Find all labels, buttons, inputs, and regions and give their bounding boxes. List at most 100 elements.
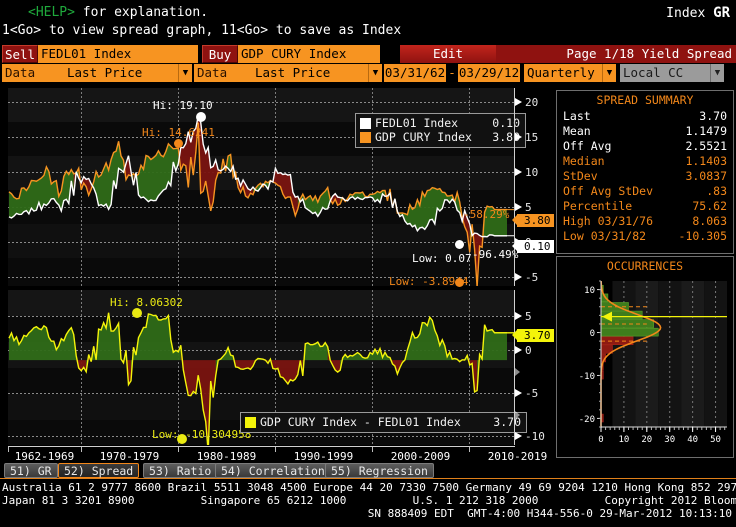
spread-summary-row: Median 1.1403	[557, 154, 733, 169]
xtick-2000-2009: 2000-2009	[390, 450, 451, 463]
header-help-line: <HELP> for explanation.	[28, 5, 208, 20]
sell-label: Sell	[2, 45, 38, 63]
header-function-label: Index	[666, 6, 706, 21]
value-tag-spread: 3.70	[512, 329, 554, 342]
spread-summary-value: 1.1479	[685, 124, 727, 138]
edit-button[interactable]: Edit	[400, 45, 496, 63]
upper-ytick-15: 15	[525, 131, 539, 144]
annotation-pct-orange: -58.29%	[463, 208, 510, 221]
tab-54-correlation[interactable]: 54) Correlation	[215, 463, 331, 478]
spread-summary-value: 75.62	[692, 199, 727, 213]
help-text: for explanation.	[74, 5, 209, 20]
spread-summary-row: Mean 1.1479	[557, 124, 733, 139]
upper-chart-y-axis	[514, 88, 515, 286]
header-function-mnemonic: GR	[713, 5, 730, 21]
spread-summary-title: SPREAD SUMMARY	[596, 93, 694, 107]
data-label-1: Data	[2, 64, 64, 82]
page-indicator: Page 1/18	[566, 46, 635, 61]
spread-summary-value: 8.063	[692, 214, 727, 228]
tab-55-regression[interactable]: 55) Regression	[325, 463, 434, 478]
spread-summary-value: 2.5521	[685, 139, 727, 153]
header-instruction-line: 1<Go> to view spread graph, 11<Go> to sa…	[2, 23, 402, 38]
chevron-down-icon-3[interactable]: ▼	[602, 64, 616, 82]
annotation-high-white: Hi: 19.10	[153, 99, 213, 112]
legend-label-gdpcury: GDP CURY Index	[375, 130, 472, 144]
svg-text:-10: -10	[579, 372, 595, 382]
spread-summary-row: StDev 3.0837	[557, 169, 733, 184]
spread-summary-row: High 03/31/76 8.063	[557, 214, 733, 229]
spread-summary-value: -10.305	[678, 229, 727, 243]
legend-value-gdpcury: 3.80	[492, 130, 520, 144]
spread-summary-value: 1.1403	[685, 154, 727, 168]
page-mode-bar: Page 1/18 Yield Spread	[496, 45, 736, 63]
periodicity-field[interactable]: Quarterly	[524, 64, 602, 82]
annotation-low-white: Low: 0.07	[412, 252, 472, 265]
marker-low-yellow	[177, 434, 187, 444]
tab-53-ratio[interactable]: 53) Ratio	[143, 463, 218, 478]
buy-label: Buy	[202, 45, 238, 63]
marker-high-white	[196, 112, 206, 122]
xtick-1962-1969: 1962-1969	[14, 450, 75, 463]
date-from-input[interactable]: 03/31/62	[384, 64, 446, 82]
legend-swatch-yellow-icon	[245, 416, 256, 428]
spread-summary-label: StDev	[563, 169, 598, 183]
xtick-1980-1989: 1980-1989	[196, 450, 257, 463]
xtick-1990-1999: 1990-1999	[293, 450, 354, 463]
legend-swatch-white-icon	[360, 117, 371, 129]
buy-security-input[interactable]: GDP CURY Index	[238, 45, 380, 63]
spread-summary-panel: SPREAD SUMMARY Last 3.70 Mean 1.1479 Off Avg…	[556, 90, 734, 254]
svg-text:10: 10	[618, 435, 629, 445]
spread-summary-label: Last	[563, 109, 591, 123]
upper-ytick-neg5: -5	[525, 271, 539, 284]
occurrences-panel: OCCURRENCES 10 0 -10 -20 0 10 20 30 40 50	[556, 256, 734, 458]
upper-chart-legend: FEDL01 Index 0.10 GDP CURY Index 3.80	[355, 113, 526, 148]
xtick-1970-1979: 1970-1979	[99, 450, 160, 463]
svg-text:0: 0	[590, 329, 595, 339]
marker-low-orange	[455, 278, 464, 287]
annotation-low-yellow: Low: -10.304958	[152, 428, 252, 441]
spread-summary-row: Off Avg 2.5521	[557, 139, 733, 154]
tabbar-underline	[0, 478, 736, 479]
lower-chart-svg	[8, 312, 514, 445]
svg-text:10: 10	[584, 286, 595, 296]
lower-ytick-neg5: -5	[525, 387, 539, 400]
chevron-down-icon-4[interactable]: ▼	[710, 64, 724, 82]
date-to-input[interactable]: 03/29/12	[458, 64, 520, 82]
legend-item-gdpcury: GDP CURY Index 3.80	[360, 130, 520, 144]
legend-label-spread: GDP CURY Index - FEDL01 Index	[260, 415, 461, 429]
help-tag[interactable]: <HELP>	[28, 5, 75, 20]
marker-high-orange	[174, 139, 183, 148]
legend-swatch-orange-icon	[360, 131, 371, 143]
lower-chart-y-axis	[514, 290, 515, 445]
spread-summary-label: Mean	[563, 124, 591, 138]
tab-51-gr[interactable]: 51) GR	[4, 463, 58, 478]
data-field-2[interactable]: Last Price	[252, 64, 368, 82]
upper-ytick-20: 20	[525, 96, 539, 109]
chevron-down-icon-1[interactable]: ▼	[178, 64, 192, 82]
occurrences-title: OCCURRENCES	[606, 259, 684, 273]
footer-line-1: Australia 61 2 9777 8600 Brazil 5511 304…	[2, 481, 736, 494]
occurrences-histogram-svg: 100-10-200 10 20 30 40 50	[579, 280, 727, 445]
header-function-code: Index GR	[666, 5, 730, 21]
tab-52-spread[interactable]: 52) Spread	[58, 463, 140, 478]
date-range-dash: -	[448, 65, 456, 80]
legend-item-spread: GDP CURY Index - FEDL01 Index 3.70	[245, 415, 521, 429]
xtick-2010-2019: 2010-2019	[487, 450, 548, 463]
spread-summary-label: Median	[563, 154, 605, 168]
sell-security-input[interactable]: FEDL01 Index	[38, 45, 198, 63]
spread-summary-label: Low 03/31/82	[563, 229, 647, 243]
spread-summary-value: .83	[706, 184, 727, 198]
spread-summary-row: Last 3.70	[557, 109, 733, 124]
upper-ytick-5: 5	[525, 201, 532, 214]
spread-summary-row: Off Avg StDev .83	[557, 184, 733, 199]
lower-chart-legend: GDP CURY Index - FEDL01 Index 3.70	[240, 412, 527, 433]
chevron-down-icon-2[interactable]: ▼	[368, 64, 382, 82]
spread-summary-row: Low 03/31/82 -10.305	[557, 229, 733, 244]
svg-text:0: 0	[598, 435, 603, 445]
annotation-pct-white: -96.49%	[472, 248, 519, 261]
legend-value-fedl01: 0.10	[492, 116, 520, 130]
currency-field[interactable]: Local CC	[620, 64, 710, 82]
svg-text:20: 20	[641, 435, 652, 445]
data-field-1[interactable]: Last Price	[64, 64, 178, 82]
spread-summary-label: Off Avg	[563, 139, 612, 153]
